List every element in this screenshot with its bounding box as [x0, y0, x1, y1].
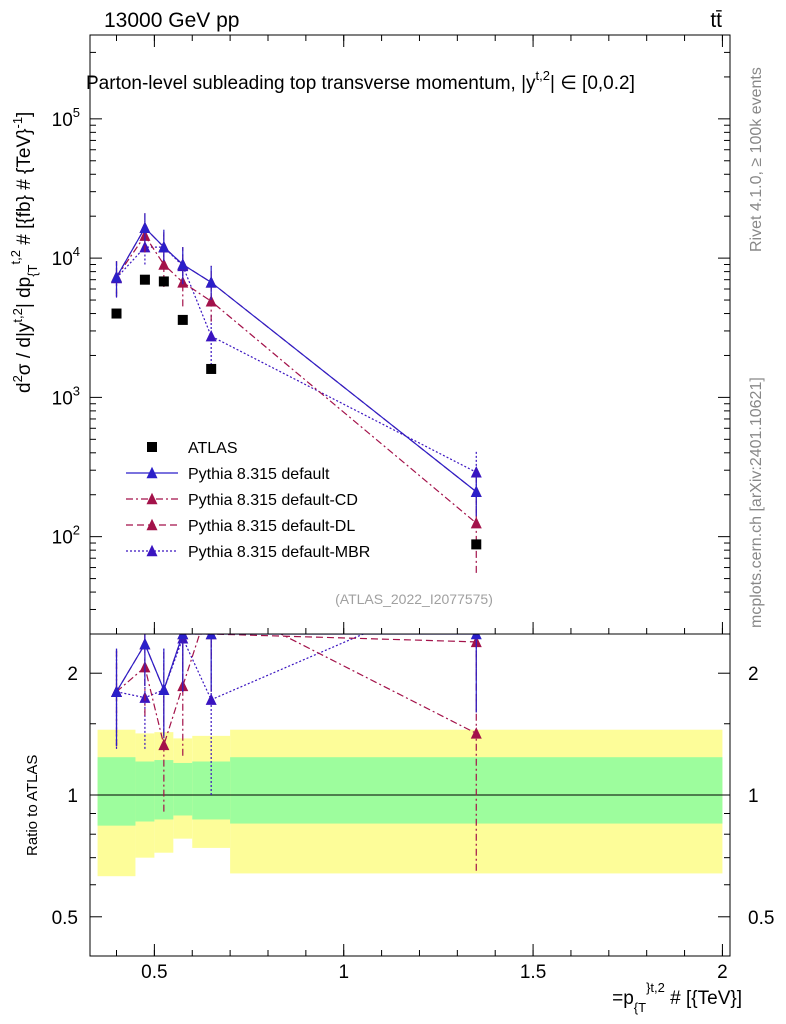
- legend-marker: [147, 442, 157, 452]
- main-panel: Parton-level subleading top transverse m…: [8, 34, 731, 635]
- point-cd: [158, 258, 170, 270]
- series-line-mbr: [116, 246, 477, 473]
- point-mbr: [470, 466, 482, 478]
- ratio-series-dl: [111, 634, 482, 747]
- rivet-version-label: Rivet 4.1.0, ≥ 100k events: [748, 67, 765, 252]
- point-default: [177, 258, 189, 270]
- legend-item-cd: Pythia 8.315 default-CD: [126, 492, 358, 509]
- ratio-point-default: [139, 637, 151, 650]
- energy-label: 13000 GeV pp: [104, 9, 239, 32]
- ratio-y-axis-label: Ratio to ATLAS: [24, 755, 41, 856]
- legend: ATLAS Pythia 8.315 default Pythia 8.315 de…: [126, 440, 370, 561]
- point-atlas: [111, 308, 122, 319]
- uncertainty-band-inner: [135, 761, 155, 822]
- legend-marker: [146, 492, 158, 505]
- legend-item-default: Pythia 8.315 default: [126, 466, 330, 483]
- ratio-point-cd: [158, 738, 170, 751]
- y-tick-label: 103: [52, 383, 80, 409]
- series-default: [111, 213, 482, 517]
- legend-marker: [146, 544, 158, 557]
- ratio-point-default: [470, 634, 482, 640]
- ratio-y-tick-label-right: 1: [748, 786, 759, 807]
- ratio-point-default: [158, 683, 170, 696]
- legend-item-mbr: Pythia 8.315 default-MBR: [126, 544, 370, 561]
- watermark: (ATLAS_2022_I2077575): [335, 591, 493, 607]
- y-tick-label: 105: [52, 105, 80, 131]
- series-line-default: [115, 226, 477, 493]
- ratio-line-default: [115, 634, 477, 693]
- point-default: [139, 221, 151, 234]
- legend-label: ATLAS: [188, 440, 238, 457]
- process-label: tt̄: [710, 9, 722, 32]
- x-axis-label: =p{T}t,2 # [{TeV}]: [612, 980, 742, 1015]
- y-axis-label: d2σ / d|yt,2| dp{Tt,2 # [{fb} # {TeV}-1]: [8, 112, 40, 393]
- ratio-point-default: [111, 685, 123, 697]
- point-default: [470, 485, 482, 498]
- x-tick-label: 1.5: [520, 962, 546, 983]
- uncertainty-band-inner: [97, 757, 136, 826]
- y-tick-label: 104: [52, 244, 80, 270]
- ratio-y-tick-label: 0.5: [52, 908, 78, 929]
- x-tick-label: 2: [717, 962, 728, 983]
- series-line-dl: [115, 226, 477, 493]
- main-title: Parton-level subleading top transverse m…: [86, 68, 635, 94]
- point-default: [205, 276, 217, 288]
- point-atlas: [206, 363, 217, 374]
- legend-label: Pythia 8.315 default-MBR: [188, 544, 370, 561]
- series-line-cd: [116, 234, 477, 524]
- ratio-y-tick-label-right: 2: [748, 664, 759, 685]
- point-cd: [205, 295, 217, 307]
- point-default: [158, 240, 170, 253]
- point-mbr: [205, 329, 217, 342]
- point-atlas: [139, 274, 150, 285]
- ratio-series-default: [111, 634, 482, 747]
- x-tick-label: 0.5: [141, 962, 167, 983]
- series-atlas: [111, 274, 482, 550]
- point-atlas: [177, 314, 188, 325]
- ratio-y-tick-label-right: 0.5: [748, 908, 774, 929]
- main-frame: [89, 34, 731, 635]
- legend-label: Pythia 8.315 default: [188, 466, 330, 483]
- ratio-panel: 0.5 0.5 1 1 2 2 0.5 1 1.5 2 Ratio to ATLAS =p{T}t…: [24, 579, 774, 1015]
- y-tick-label: 102: [52, 523, 80, 549]
- ratio-point-mbr: [205, 693, 217, 705]
- mcplots-label: mcplots.cern.ch [arXiv:2401.10621]: [748, 377, 765, 628]
- legend-item-dl: Pythia 8.315 default-DL: [126, 518, 355, 535]
- point-atlas: [471, 539, 482, 550]
- ratio-point-cd: [206, 592, 217, 603]
- series-mbr: [111, 233, 482, 498]
- ratio-line-mbr: [116, 634, 365, 701]
- ratio-point-default: [177, 634, 189, 640]
- ratio-point-mbr: [471, 579, 482, 590]
- point-cd: [470, 516, 482, 529]
- legend-item-atlas: ATLAS: [147, 440, 238, 457]
- uncertainty-band-inner: [173, 762, 193, 816]
- ratio-point-cd: [470, 727, 482, 739]
- legend-marker: [146, 466, 158, 479]
- ratio-y-tick-label: 2: [67, 664, 78, 685]
- legend-marker: [146, 518, 158, 531]
- point-default: [111, 270, 123, 283]
- point-atlas: [158, 276, 169, 287]
- legend-label: Pythia 8.315 default-CD: [188, 492, 358, 509]
- legend-label: Pythia 8.315 default-DL: [188, 518, 355, 535]
- ratio-y-tick-label: 1: [67, 786, 78, 807]
- ratio-point-default: [205, 634, 217, 640]
- x-tick-label: 1: [338, 962, 349, 983]
